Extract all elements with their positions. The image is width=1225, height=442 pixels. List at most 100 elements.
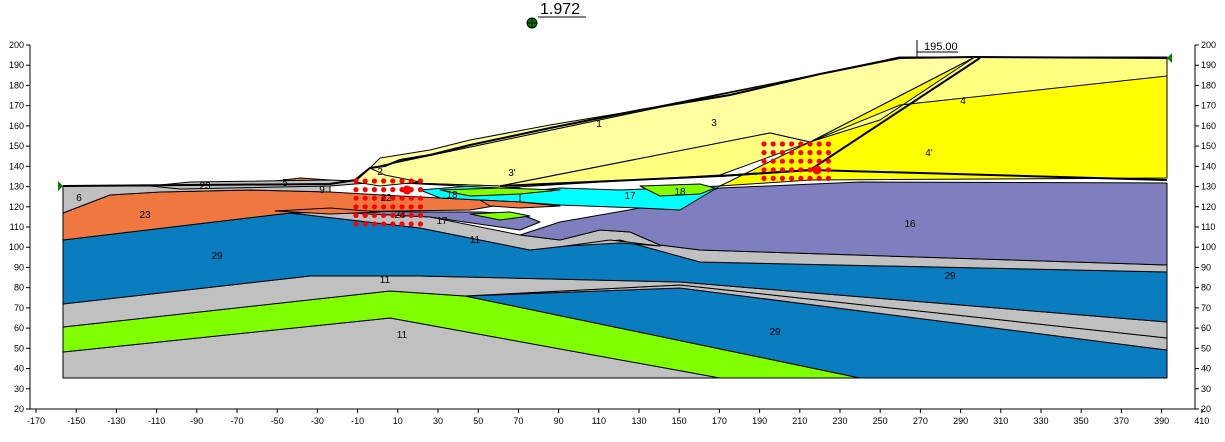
slip-center-point-right (816, 158, 822, 164)
y-tick-label-right: 100 (1201, 242, 1216, 252)
label-3-prime: 3' (508, 168, 516, 179)
layer-18-lime (639, 183, 716, 197)
label-29-left: 29 (211, 251, 223, 262)
slip-center-point-left (390, 195, 396, 201)
label-3: 3 (711, 118, 717, 129)
y-tick-label-right: 110 (1201, 222, 1215, 232)
slip-center-point-left (390, 221, 396, 227)
slip-center-point-right (807, 158, 813, 164)
x-tick-label: 230 (832, 416, 847, 426)
label-6: 6 (76, 193, 82, 204)
y-tick-label-left: 100 (9, 242, 24, 252)
layer-11-lens (565, 239, 661, 247)
label-9: 9 (319, 185, 325, 196)
x-tick-label: -150 (67, 416, 85, 426)
slip-center-point-right (789, 167, 795, 173)
y-tick-label-right: 90 (1201, 262, 1211, 272)
slip-center-point-right (807, 175, 813, 181)
y-tick-label-right: 140 (1201, 161, 1216, 171)
slip-center-point-left (353, 221, 359, 227)
layer-23-lens (479, 199, 561, 209)
slip-center-point-right (816, 150, 822, 156)
water-table-line (499, 168, 1168, 187)
y-tick-label-left: 30 (14, 384, 24, 394)
y-tick-label-left: 130 (9, 182, 24, 192)
slip-center-point-right (816, 141, 822, 147)
layer-18-lime-left (439, 187, 561, 197)
label-1: 1 (596, 119, 602, 130)
slip-center-point-right (825, 141, 832, 147)
slip-center-point-right (761, 158, 767, 164)
x-tick-label: 150 (672, 416, 687, 426)
slip-center-point-right (770, 141, 776, 147)
y-tick-label-left: 150 (9, 141, 24, 151)
y-tick-label-left: 160 (9, 121, 24, 131)
annotations: 1.972 195.00 (58, 1, 1172, 191)
slip-center-point-left (408, 195, 414, 201)
ground-surface-line (62, 55, 1168, 187)
slip-center-point-right (825, 158, 832, 164)
slip-center-point-left (399, 195, 405, 201)
slip-center-point-right (789, 158, 795, 164)
slip-center-point-left (371, 195, 377, 201)
label-22: 22 (380, 193, 392, 204)
slip-center-point-left (399, 178, 405, 184)
slip-center-point-left (381, 212, 387, 218)
x-tick-label: 370 (1114, 416, 1129, 426)
slip-center-point-left (371, 212, 377, 218)
slip-center-point-left (362, 187, 368, 193)
slip-center-point-right (779, 167, 786, 173)
y-tick-label-left: 20 (14, 404, 24, 414)
slip-center-point-right (825, 167, 832, 173)
x-tick-label: -30 (311, 416, 324, 426)
slip-center-point-left (353, 195, 359, 201)
slip-center-point-left (353, 178, 359, 184)
label-18-right: 18 (674, 187, 686, 198)
x-tick-label: 70 (513, 416, 523, 426)
slip-center-point-right (779, 150, 786, 156)
y-tick-label-right: 80 (1201, 283, 1211, 293)
slip-center-point-left (381, 195, 387, 201)
slip-center-point-left (399, 212, 405, 218)
factor-of-safety-label: 1.972 (540, 1, 580, 18)
y-tick-label-left: 60 (14, 323, 24, 333)
label-11-middle: 11 (380, 275, 391, 286)
slip-center-point-right (770, 158, 776, 164)
x-tick-label: -170 (27, 416, 45, 426)
x-tick-label: -90 (190, 416, 203, 426)
y-tick-label-right: 180 (1201, 80, 1216, 90)
slip-center-point-right (789, 150, 795, 156)
slip-center-point-right (789, 175, 795, 181)
x-tick-label: 410 (1194, 416, 1209, 426)
slip-center-point-left (390, 204, 396, 210)
x-tick-label: 190 (752, 416, 767, 426)
slip-center-point-right (807, 150, 813, 156)
slip-center-point-left (390, 187, 396, 193)
label-18-left: 18 (446, 190, 458, 201)
slip-center-point-left (353, 187, 359, 193)
slip-center-point-right (798, 141, 804, 147)
slip-center-point-left (417, 221, 423, 227)
y-tick-label-left: 180 (9, 80, 24, 90)
y-tick-label-right: 200 (1201, 40, 1216, 50)
x-tick-label: 270 (913, 416, 928, 426)
x-tick-label: 10 (393, 416, 403, 426)
slip-center-point-left (390, 212, 396, 218)
label-11-lower: 11 (397, 330, 408, 341)
x-tick-label: -10 (351, 416, 364, 426)
water-level-label: 195.00 (924, 41, 958, 53)
left-boundary-flag (58, 181, 63, 191)
y-tick-label-right: 170 (1201, 101, 1216, 111)
slip-center-point-right (789, 141, 795, 147)
y-tick-label-right: 160 (1201, 121, 1216, 131)
label-4: 4 (960, 96, 966, 107)
slip-center-point-left (381, 178, 387, 184)
label-17-right: 17 (624, 191, 636, 202)
slip-center-point-left (408, 204, 414, 210)
slip-center-point-left (408, 212, 414, 218)
slip-center-point-left (371, 221, 377, 227)
slip-center-point-right (816, 175, 822, 181)
slip-center-point-left (362, 195, 368, 201)
